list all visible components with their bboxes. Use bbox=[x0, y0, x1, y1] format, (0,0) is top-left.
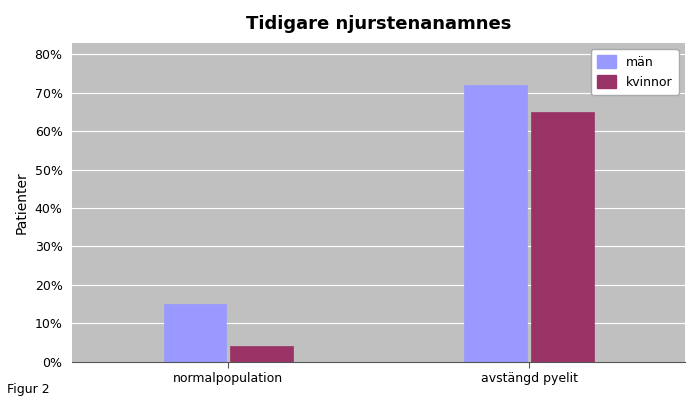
Bar bbox=[531, 112, 594, 362]
Y-axis label: Patienter: Patienter bbox=[15, 171, 29, 234]
Title: Tidigare njurstenanamnes: Tidigare njurstenanamnes bbox=[246, 15, 511, 33]
Bar bbox=[230, 346, 293, 362]
Bar bbox=[464, 85, 527, 362]
Legend: män, kvinnor: män, kvinnor bbox=[591, 49, 679, 95]
Bar bbox=[164, 304, 226, 362]
Text: Figur 2: Figur 2 bbox=[7, 383, 50, 396]
